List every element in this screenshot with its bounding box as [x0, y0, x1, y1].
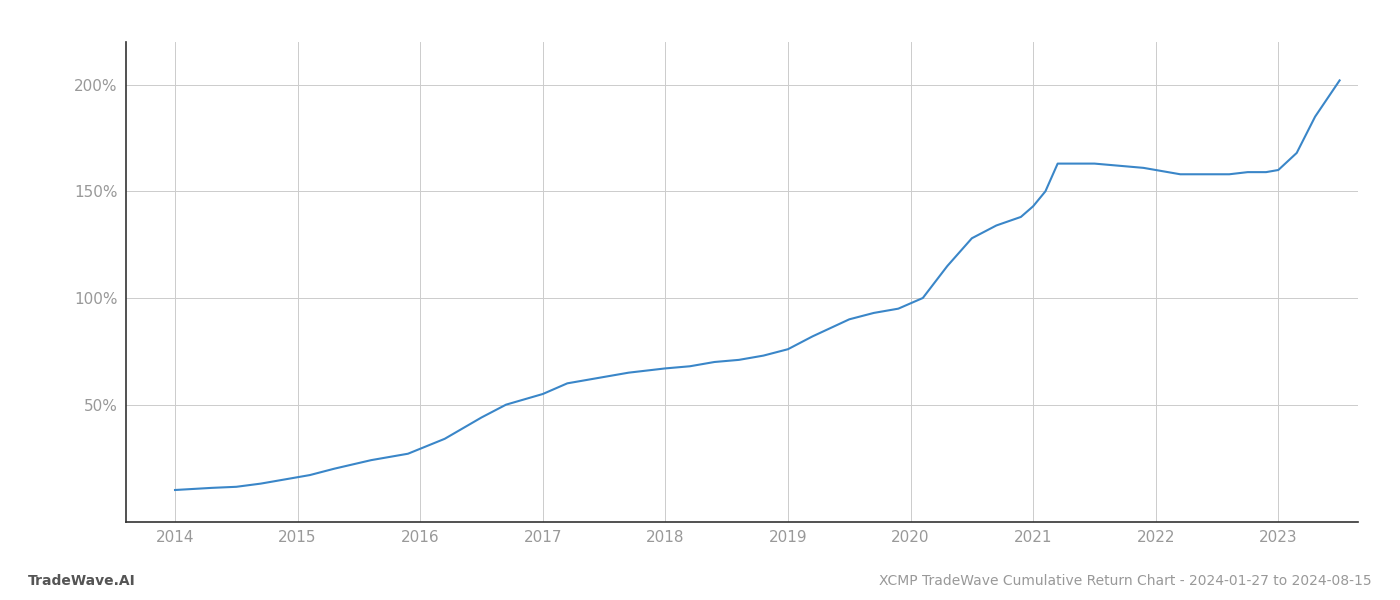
Text: TradeWave.AI: TradeWave.AI [28, 574, 136, 588]
Text: XCMP TradeWave Cumulative Return Chart - 2024-01-27 to 2024-08-15: XCMP TradeWave Cumulative Return Chart -… [879, 574, 1372, 588]
